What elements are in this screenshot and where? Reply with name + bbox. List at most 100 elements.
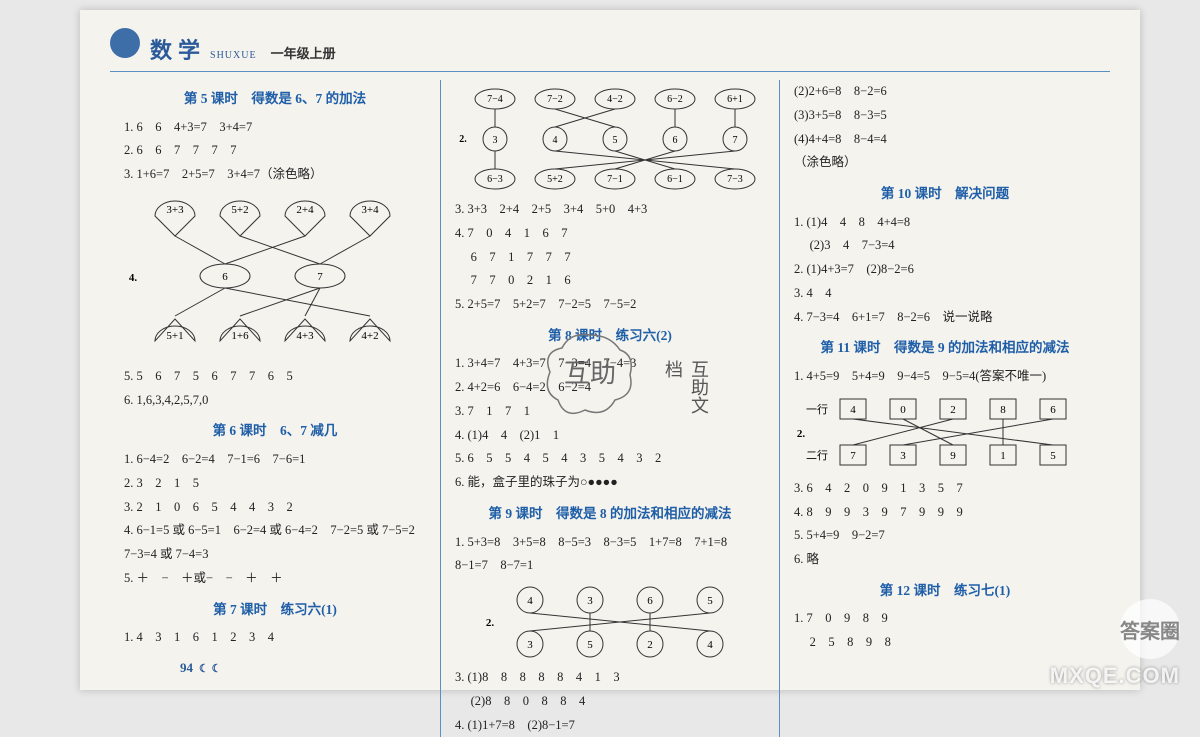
section-5-title: 第 5 课时 得数是 6、7 的加法 [124, 86, 426, 112]
text-line: (4)4+4=8 8−4=4 [794, 128, 1096, 152]
svg-text:3: 3 [587, 595, 593, 607]
text-line: 4. (1)4 4 (2)1 1 [455, 424, 765, 448]
text-line: 6. 1,6,3,4,2,5,7,0 [124, 389, 426, 413]
text-line: （涂色略） [794, 151, 1096, 175]
parachute-diagram: 3+3 5+2 2+4 3+4 [125, 191, 425, 361]
grade-label: 一年级上册 [271, 43, 336, 62]
text-line: 1. 3+4=7 4+3=7 7−3=4 7−4=3 [455, 352, 765, 376]
svg-text:9: 9 [950, 450, 956, 462]
svg-text:3: 3 [493, 135, 498, 146]
svg-text:6: 6 [1050, 404, 1056, 416]
section-12-title: 第 12 课时 练习七(1) [794, 578, 1096, 604]
section-9-title: 第 9 课时 得数是 8 的加法和相应的减法 [455, 501, 765, 527]
section-6-title: 第 6 课时 6、7 减几 [124, 418, 426, 444]
text-line: 3. (1)8 8 8 8 8 4 1 3 [455, 666, 765, 690]
text-line: 5. 5+4=9 9−2=7 [794, 524, 1096, 548]
svg-text:7−3: 7−3 [727, 174, 743, 185]
dg-bot3: 4+2 [361, 330, 378, 342]
text-line: 4. (1)1+7=8 (2)8−1=7 [455, 714, 765, 737]
subject-pinyin: SHUXUE [210, 50, 257, 61]
text-line: 2 5 8 9 8 [794, 631, 1096, 655]
text-line: 1. 5+3=8 3+5=8 8−5=3 8−3=5 1+7=8 7+1=8 8… [455, 531, 765, 579]
text-line: (3)3+5=8 8−3=5 [794, 104, 1096, 128]
svg-text:6: 6 [673, 135, 678, 146]
text-line: (2)2+6=8 8−2=6 [794, 80, 1096, 104]
content-columns: 第 5 课时 得数是 6、7 的加法 1. 6 6 4+3=7 3+4=7 2.… [110, 80, 1110, 737]
svg-text:4: 4 [707, 639, 713, 651]
svg-text:5: 5 [1050, 450, 1056, 462]
text-line: 1. 7 0 9 8 9 [794, 607, 1096, 631]
svg-text:5: 5 [587, 639, 593, 651]
text-line: 2. 3 2 1 5 [124, 472, 426, 496]
text-line: 1. (1)4 4 8 4+4=8 [794, 211, 1096, 235]
dg-mid1: 7 [317, 271, 323, 283]
text-line: 5. 5 6 7 5 6 7 7 6 5 [124, 365, 426, 389]
svg-text:7−4: 7−4 [487, 94, 503, 105]
dg-top0: 3+3 [166, 204, 184, 216]
svg-text:5+2: 5+2 [547, 174, 563, 185]
svg-text:6−2: 6−2 [667, 94, 683, 105]
cloud-diagram: 7−4 7−2 4−2 6−2 6+1 3 4 5 6 7 [455, 84, 765, 194]
page-number: 94☾ ☾ [180, 660, 221, 676]
dg-top2: 2+4 [296, 204, 314, 216]
text-line: 5. ＋ − ＋或− − ＋ ＋ [124, 567, 426, 591]
section-11-title: 第 11 课时 得数是 9 的加法和相应的减法 [794, 335, 1096, 361]
text-line: 1. 6 6 4+3=7 3+4=7 [124, 116, 426, 140]
svg-text:7−1: 7−1 [607, 174, 623, 185]
text-line: 6 7 1 7 7 7 [455, 246, 765, 270]
dg-top3: 3+4 [361, 204, 379, 216]
svg-text:2.: 2. [486, 617, 495, 629]
svg-text:7: 7 [850, 450, 856, 462]
text-line: 3. 7 1 7 1 [455, 400, 765, 424]
svg-text:6−3: 6−3 [487, 174, 503, 185]
text-line: 4. 6−1=5 或 6−5=1 6−2=4 或 6−4=2 7−2=5 或 7… [124, 519, 426, 567]
svg-text:5: 5 [613, 135, 618, 146]
dg-bot1: 1+6 [231, 330, 249, 342]
site-watermark: MXQE.COM [1050, 663, 1180, 689]
subject-title: 数学 [150, 33, 206, 65]
column-2: 7−4 7−2 4−2 6−2 6+1 3 4 5 6 7 [441, 80, 780, 737]
text-line: 2. 6 6 7 7 7 7 [124, 139, 426, 163]
svg-text:2: 2 [647, 639, 653, 651]
dg-top1: 5+2 [231, 204, 248, 216]
page-header: 数学 SHUXUE 一年级上册 [110, 28, 1110, 72]
text-line: 6. 略 [794, 548, 1096, 572]
svg-text:2.: 2. [459, 134, 467, 145]
svg-text:7−2: 7−2 [547, 94, 563, 105]
svg-text:7: 7 [733, 135, 738, 146]
svg-text:2: 2 [950, 404, 956, 416]
svg-text:6+1: 6+1 [727, 94, 743, 105]
text-line: 5. 6 5 5 4 5 4 3 5 4 3 2 [455, 447, 765, 471]
text-line: 1. 4+5=9 5+4=9 9−4=5 9−5=4(答案不唯一) [794, 365, 1096, 389]
svg-text:二行: 二行 [806, 449, 828, 462]
text-line: 4. 8 9 9 3 9 7 9 9 9 [794, 501, 1096, 525]
dg-bot0: 5+1 [166, 330, 183, 342]
page: 数学 SHUXUE 一年级上册 第 5 课时 得数是 6、7 的加法 1. 6 … [80, 10, 1140, 690]
text-line: 2. 4+2=6 6−4=2 6−2=4 [455, 376, 765, 400]
text-line: 3. 4 4 [794, 282, 1096, 306]
svg-text:6: 6 [647, 595, 653, 607]
text-line: 3. 3+3 2+4 2+5 3+4 5+0 4+3 [455, 198, 765, 222]
text-line: 6. 能，盒子里的珠子为○●●●● [455, 471, 765, 495]
svg-text:2.: 2. [797, 428, 806, 440]
text-line: (2)3 4 7−3=4 [794, 234, 1096, 258]
svg-text:4: 4 [553, 135, 558, 146]
text-line: 5. 2+5=7 5+2=7 7−2=5 7−5=2 [455, 293, 765, 317]
dg-bot2: 4+3 [296, 330, 314, 342]
dg-mid0: 6 [222, 271, 228, 283]
text-line: 4. 7 0 4 1 6 7 [455, 222, 765, 246]
svg-text:4: 4 [850, 404, 856, 416]
section-7-title: 第 7 课时 练习六(1) [124, 597, 426, 623]
text-line: 3. 2 1 0 6 5 4 4 3 2 [124, 496, 426, 520]
text-line: 1. 6−4=2 6−2=4 7−1=6 7−6=1 [124, 448, 426, 472]
box-cross-diagram: 一行 二行 4 0 2 8 6 7 3 9 1 5 [795, 393, 1095, 473]
text-line: (2)8 8 0 8 8 4 [455, 690, 765, 714]
column-3: (2)2+6=8 8−2=6 (3)3+5=8 8−3=5 (4)4+4=8 8… [780, 80, 1110, 737]
mascot-icon [110, 28, 140, 58]
section-10-title: 第 10 课时 解决问题 [794, 181, 1096, 207]
svg-text:6−1: 6−1 [667, 174, 683, 185]
svg-text:4: 4 [527, 595, 533, 607]
svg-text:3: 3 [527, 639, 533, 651]
moon-icon: ☾ ☾ [199, 663, 221, 675]
svg-text:3: 3 [900, 450, 906, 462]
